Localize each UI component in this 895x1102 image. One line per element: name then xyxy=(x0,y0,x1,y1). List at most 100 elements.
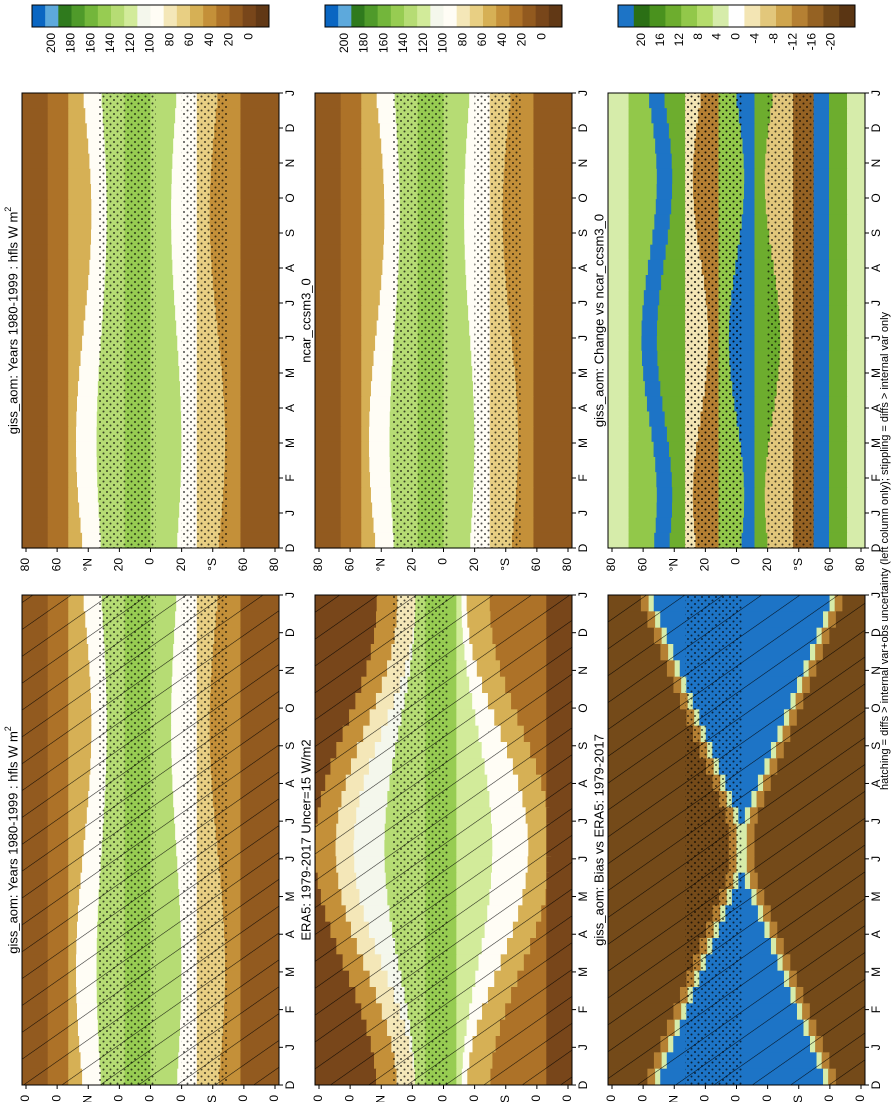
colorbar-tick-label: 20 xyxy=(515,33,529,47)
heatmap-cell xyxy=(315,335,342,352)
heatmap-cell xyxy=(47,517,69,534)
heatmap-cell xyxy=(641,350,658,367)
heatmap-cell xyxy=(628,366,644,382)
heatmap-cell xyxy=(847,93,865,109)
heatmap-cell xyxy=(740,123,755,140)
heatmap-cell xyxy=(150,259,173,276)
colorbar-swatch xyxy=(522,5,537,27)
colorbar-swatch xyxy=(807,5,824,27)
heatmap-cell xyxy=(656,472,673,488)
month-tick-label: J xyxy=(576,335,590,341)
stippling-overlay xyxy=(685,93,742,548)
heatmap-cell xyxy=(608,441,630,458)
lat-tick-label: 60 xyxy=(236,1095,250,1102)
heatmap-cell xyxy=(150,108,176,124)
heatmap-cell xyxy=(240,366,279,382)
colorbar-swatch xyxy=(255,5,270,27)
colorbar-swatch xyxy=(150,5,165,27)
heatmap-cell xyxy=(813,472,830,488)
heatmap-cell xyxy=(82,532,102,549)
heatmap-cell xyxy=(76,411,98,428)
heatmap-cell xyxy=(829,426,848,443)
colorbar-swatch xyxy=(137,5,151,27)
heatmap-cell xyxy=(22,199,49,215)
month-tick-label: F xyxy=(283,1006,297,1013)
heatmap-cell xyxy=(150,199,172,215)
month-tick-label: D xyxy=(283,543,297,552)
colorbar-tick-label: 0 xyxy=(241,33,255,40)
heatmap-cell xyxy=(517,426,534,443)
heatmap-cell xyxy=(150,184,172,200)
heatmap-cell xyxy=(47,502,69,519)
heatmap-cell xyxy=(150,214,172,231)
colorbar-swatch xyxy=(776,5,793,27)
heatmap-cell xyxy=(650,244,667,261)
heatmap-cell xyxy=(240,426,279,443)
heatmap-cell xyxy=(847,244,865,261)
colorbar-swatch xyxy=(124,5,138,27)
heatmap-cell xyxy=(737,244,755,261)
heatmap-cell xyxy=(847,108,865,124)
panel-title: ncar_ccsm3_0 xyxy=(298,278,313,363)
heatmap-cell xyxy=(670,138,686,155)
month-tick-label: A xyxy=(576,264,590,272)
heatmap-cell xyxy=(533,229,572,246)
heatmap-cell xyxy=(315,184,342,200)
month-tick-label: A xyxy=(283,264,297,272)
heatmap-cell xyxy=(608,229,630,246)
colorbar-swatch xyxy=(176,5,191,27)
heatmap-cell xyxy=(847,396,865,413)
month-tick-label: F xyxy=(869,1006,883,1013)
month-tick-label: D xyxy=(283,123,297,132)
heatmap-cell xyxy=(829,259,848,276)
heatmap-cell xyxy=(315,138,342,155)
colorbar-tick-label: -4 xyxy=(748,33,762,44)
heatmap-cell xyxy=(47,275,69,291)
heatmap-cell xyxy=(361,305,379,322)
heatmap-cell xyxy=(646,396,663,413)
heatmap-cell xyxy=(829,244,848,261)
heatmap-cell xyxy=(813,123,830,140)
heatmap-cell xyxy=(829,441,848,458)
heatmap-cell xyxy=(240,275,279,291)
heatmap-cell xyxy=(361,411,370,428)
heatmap-cell xyxy=(654,214,671,231)
heatmap-cell xyxy=(361,335,376,352)
heatmap-cell xyxy=(443,259,466,276)
heatmap-cell xyxy=(517,441,534,458)
heatmap-cell xyxy=(671,199,686,215)
lat-tick-label: 80 xyxy=(604,1095,618,1102)
colorbar-swatch xyxy=(712,5,729,27)
heatmap-cell xyxy=(608,502,630,519)
heatmap-cell xyxy=(68,426,77,443)
heatmap-cell xyxy=(443,244,466,261)
heatmap-cell xyxy=(315,517,342,534)
heatmap-cell xyxy=(361,517,375,534)
heatmap-cell xyxy=(340,199,362,215)
heatmap-cell xyxy=(315,381,342,397)
heatmap-field-p5 xyxy=(608,595,865,1085)
heatmap-cell xyxy=(315,472,342,488)
colorbar-swatch xyxy=(377,5,392,27)
heatmap-cell xyxy=(361,487,372,504)
colorbar-swatch xyxy=(443,5,458,27)
panel-title: ERA5: 1979-2017 Uncer=15 W/m2 xyxy=(298,739,313,940)
heatmap-cell xyxy=(47,153,69,170)
heatmap-cell xyxy=(628,441,655,458)
heatmap-cell xyxy=(608,426,630,443)
heatmap-cell xyxy=(240,93,279,109)
heatmap-cell xyxy=(829,138,848,155)
heatmap-cell xyxy=(628,229,653,246)
heatmap-cell xyxy=(47,259,69,276)
lat-tick-label: °S xyxy=(205,1095,219,1102)
heatmap-cell xyxy=(628,472,657,488)
colorbar-tick-label: 180 xyxy=(64,33,78,53)
heatmap-cell xyxy=(85,305,104,322)
heatmap-cell xyxy=(22,532,49,549)
heatmap-cell xyxy=(654,532,671,549)
heatmap-cell xyxy=(666,108,686,124)
heatmap-cell xyxy=(533,381,572,397)
lat-tick-label: °S xyxy=(205,558,219,571)
heatmap-cell xyxy=(340,487,362,504)
